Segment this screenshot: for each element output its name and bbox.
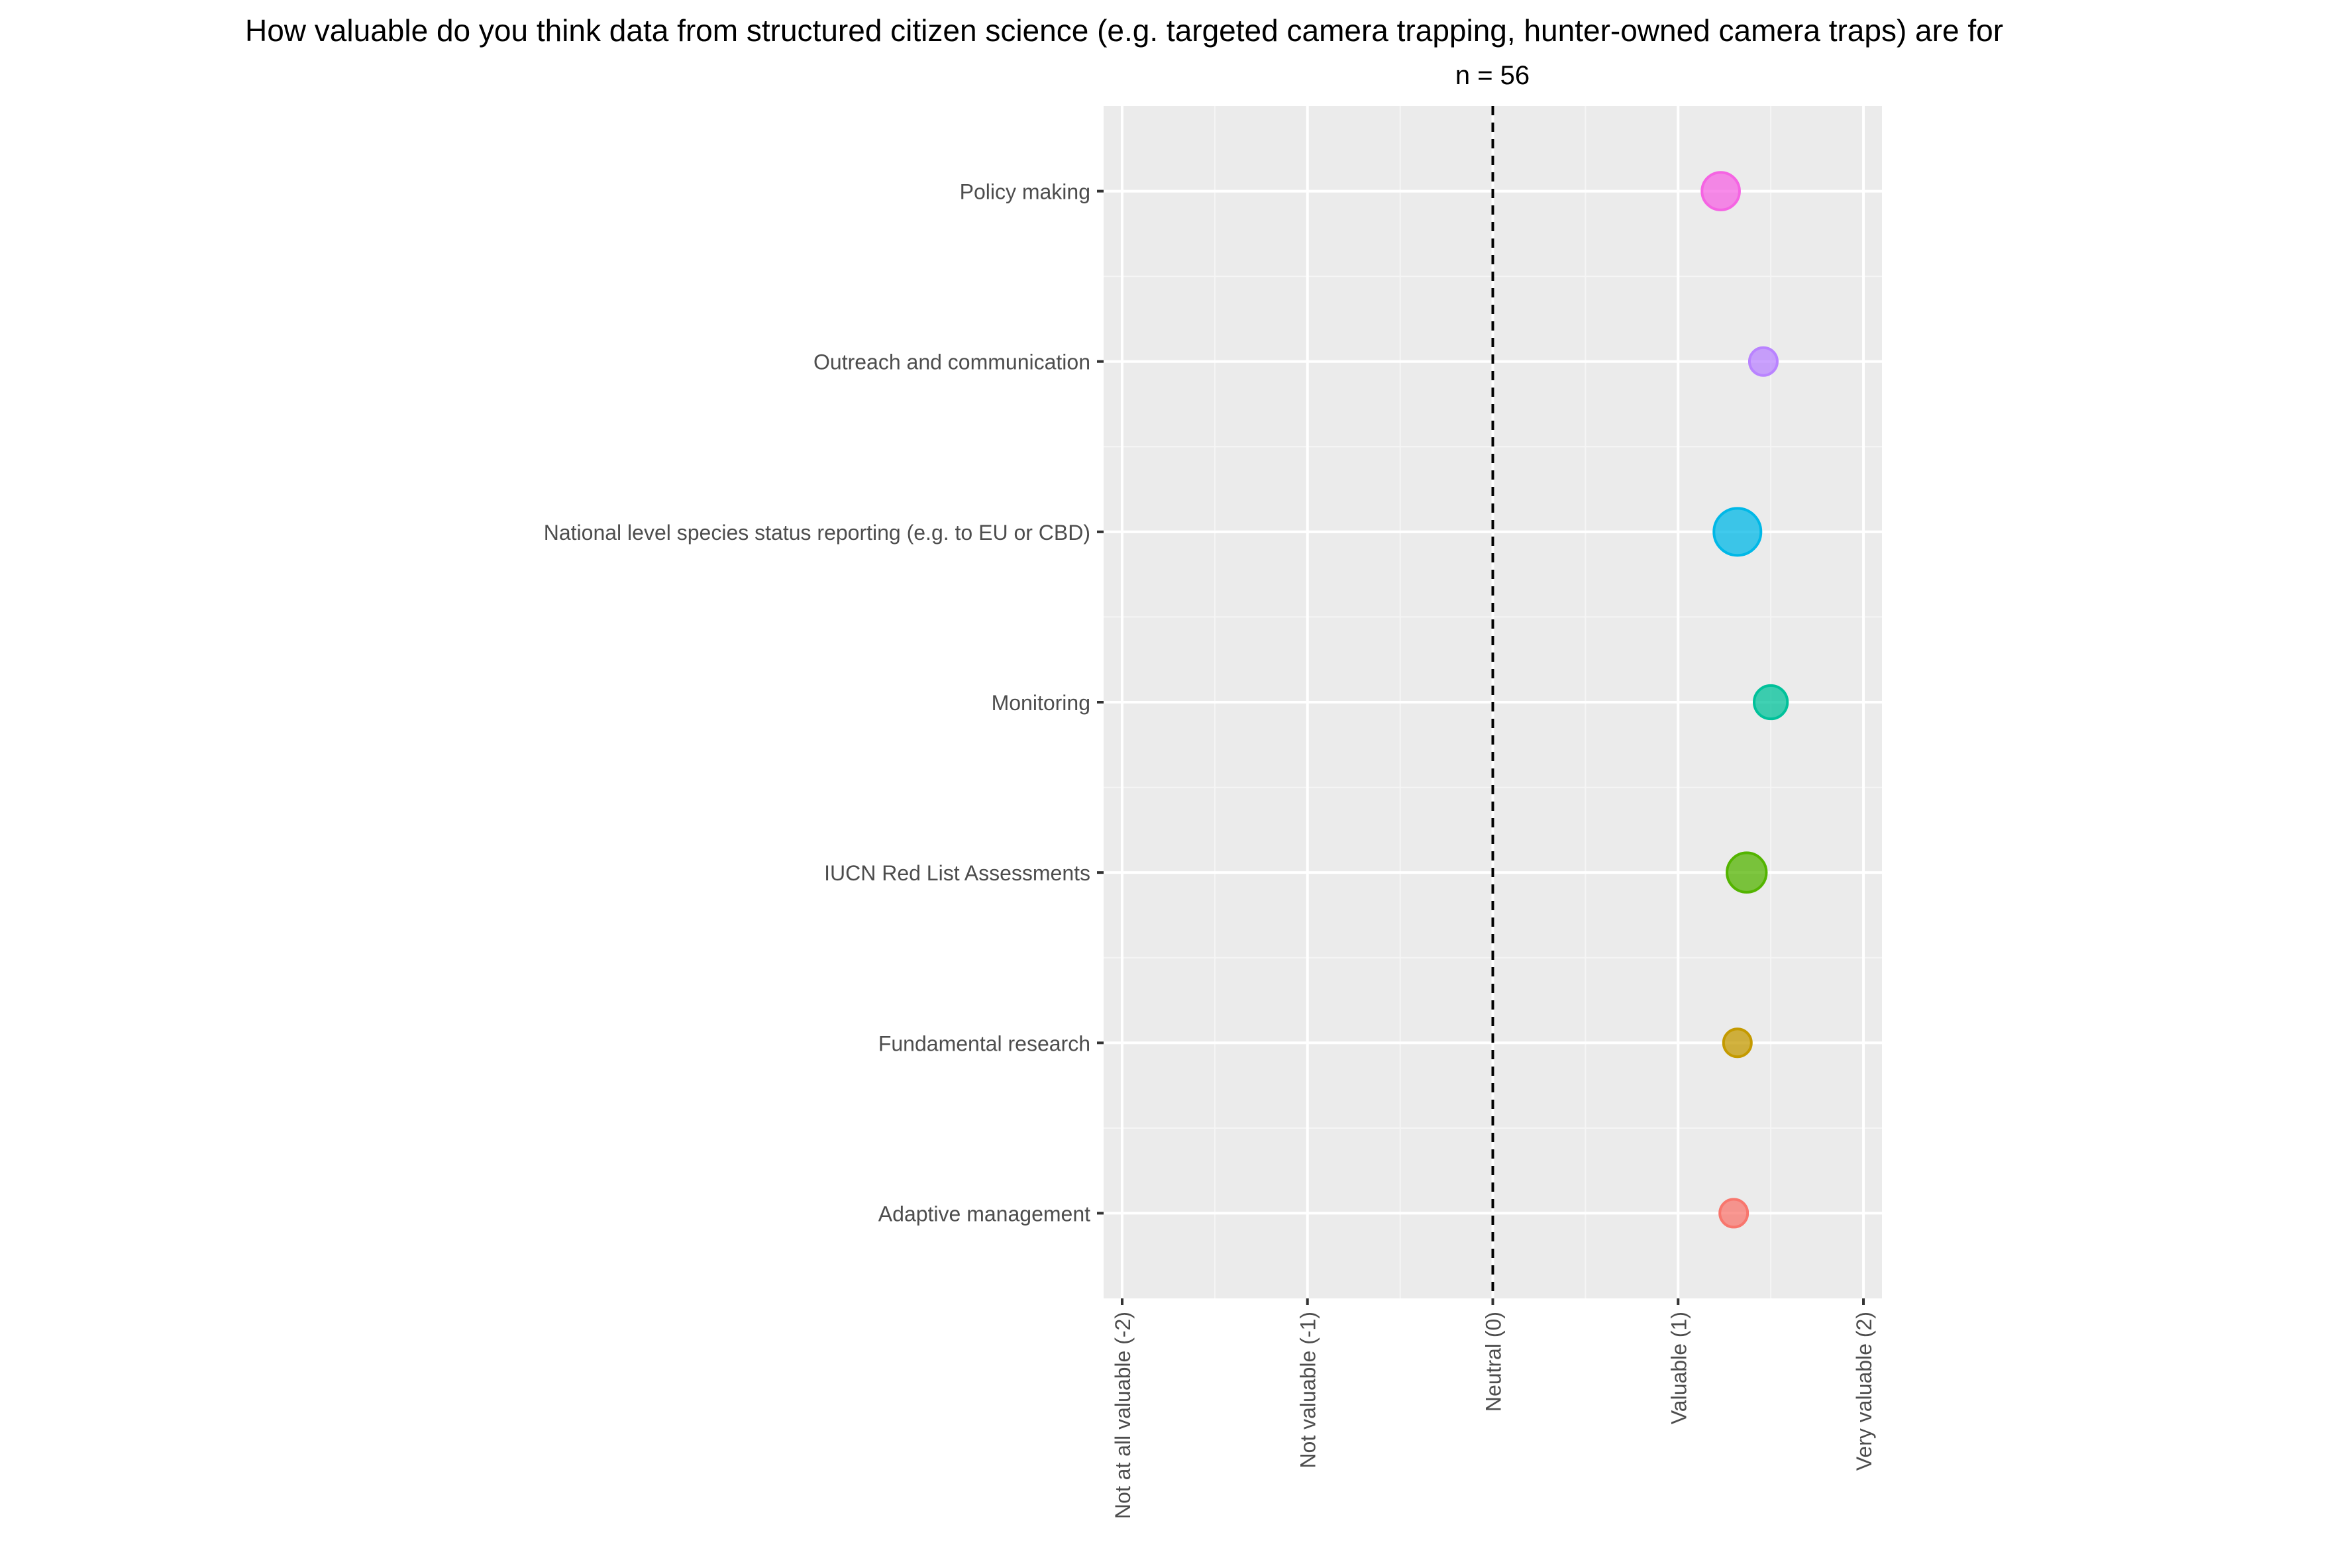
y-tick-label: Fundamental research (878, 1031, 1090, 1055)
data-point (1700, 171, 1741, 211)
x-axis: Not at all valuable (-2) Not valuable (-1… (1111, 1298, 1876, 1519)
chart-subtitle: n = 56 (1455, 61, 1530, 90)
data-points (1700, 171, 1789, 1229)
x-tick-label: Not valuable (-1) (1296, 1312, 1320, 1469)
x-tick-label: Neutral (0) (1482, 1312, 1506, 1412)
y-axis: Policy making Outreach and communication N… (544, 180, 1104, 1226)
x-tick-label: Valuable (1) (1667, 1312, 1691, 1424)
y-tick-label: Adaptive management (878, 1202, 1090, 1226)
y-tick-label: Outreach and communication (813, 350, 1090, 374)
chart-title: How valuable do you think data from stru… (245, 13, 2003, 48)
y-tick-label: Policy making (960, 180, 1090, 204)
y-tick-label: IUCN Red List Assessments (824, 861, 1090, 885)
data-point (1753, 684, 1789, 721)
y-tick-label: Monitoring (992, 691, 1090, 715)
data-point (1712, 507, 1763, 557)
data-point (1722, 1027, 1753, 1059)
data-point (1718, 1198, 1749, 1229)
y-tick-label: National level species status reporting … (544, 521, 1090, 545)
x-tick-label: Very valuable (2) (1852, 1312, 1876, 1471)
x-tick-label: Not at all valuable (-2) (1111, 1312, 1135, 1519)
data-point (1726, 851, 1768, 894)
data-point (1747, 346, 1779, 377)
